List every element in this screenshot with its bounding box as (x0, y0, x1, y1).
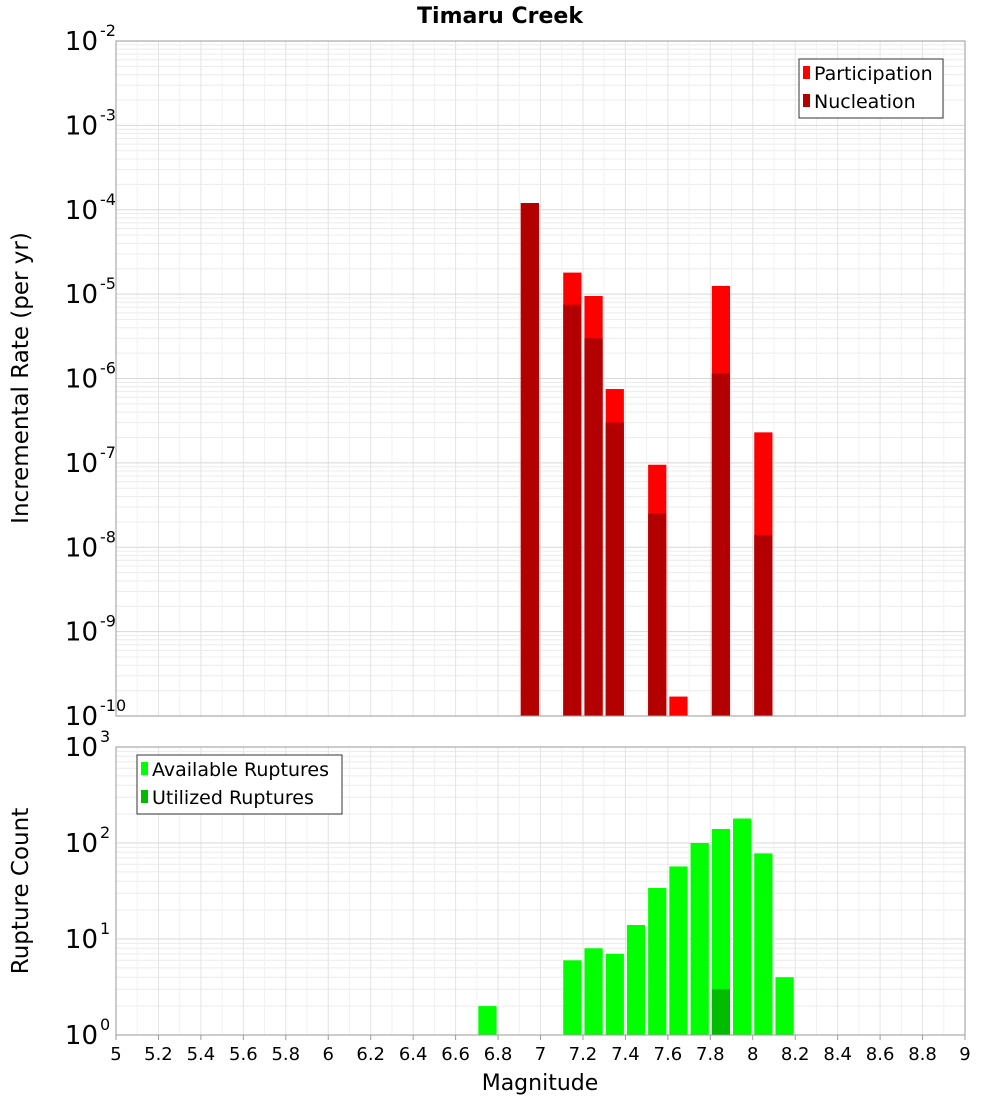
legend-swatch (141, 790, 148, 803)
bar-available-ruptures (775, 977, 794, 1035)
x-tick-label: 8.6 (866, 1044, 895, 1065)
y-tick-label: 10 (65, 280, 98, 310)
x-tick-label: 6.2 (356, 1044, 385, 1065)
bar-available-ruptures (626, 924, 646, 1035)
legend-swatch (803, 66, 810, 79)
x-tick-label: 6.4 (399, 1044, 428, 1065)
bar-available-ruptures (648, 887, 667, 1035)
bar-available-ruptures (669, 866, 688, 1035)
legend-label: Utilized Ruptures (152, 787, 314, 809)
y-tick-label: 10 (65, 533, 98, 563)
bar-available-ruptures (584, 948, 603, 1035)
x-tick-label: 9 (959, 1044, 970, 1065)
bar-nucleation (754, 534, 773, 716)
y-tick-label: 10 (65, 733, 98, 763)
bar-available-ruptures (711, 828, 731, 1035)
plot-frame (115, 40, 966, 717)
x-tick-label: 7.2 (569, 1044, 598, 1065)
bar-nucleation (605, 422, 624, 716)
y-tick-label: 10 (65, 27, 98, 57)
legend-box (136, 754, 343, 815)
x-tick-label: 5.2 (144, 1044, 173, 1065)
legend-label: Participation (814, 63, 933, 85)
bar-participation (669, 696, 688, 716)
y-tick-exponent: -6 (100, 359, 116, 378)
x-tick-label: 5 (110, 1044, 121, 1065)
legend-swatch (141, 762, 148, 775)
x-tick-label: 6 (323, 1044, 334, 1065)
y-tick-label: 10 (65, 449, 98, 479)
y-tick-exponent: 3 (100, 727, 110, 746)
x-tick-label: 7.4 (611, 1044, 640, 1065)
legend: Participation Nucleation (798, 58, 944, 119)
x-tick-label: 6.8 (484, 1044, 513, 1065)
y-tick-exponent: -5 (100, 274, 116, 293)
y-tick-label: 10 (65, 829, 98, 859)
y-tick-label: 10 (65, 618, 98, 648)
y-tick-exponent: 2 (100, 823, 110, 842)
y-axis-label: Rupture Count (8, 808, 34, 974)
bar-available-ruptures (563, 960, 582, 1035)
x-tick-label: 5.8 (271, 1044, 300, 1065)
x-tick-label: 8.8 (908, 1044, 937, 1065)
x-tick-label: 8.4 (823, 1044, 852, 1065)
legend-swatch (803, 94, 810, 107)
bar-nucleation (563, 304, 582, 716)
y-tick-exponent: -7 (100, 443, 116, 462)
x-tick-label: 5.6 (229, 1044, 258, 1065)
legend-label: Available Ruptures (152, 759, 329, 781)
bar-available-ruptures (690, 843, 709, 1035)
x-tick-label: 7.8 (696, 1044, 725, 1065)
x-axis-label: Magnitude (482, 1071, 599, 1096)
legend-label: Nucleation (814, 91, 916, 113)
x-tick-label: 8.2 (781, 1044, 810, 1065)
x-tick-label: 7 (535, 1044, 546, 1065)
y-tick-exponent: -8 (100, 527, 116, 546)
y-tick-exponent: -3 (100, 105, 116, 124)
legend-box (798, 58, 944, 119)
bar-utilized-ruptures (711, 989, 731, 1035)
x-tick-label: 5.4 (187, 1044, 216, 1065)
chart-title: Timaru Creek (417, 4, 584, 29)
y-tick-label: 10 (65, 365, 98, 395)
x-tick-label: 8 (747, 1044, 758, 1065)
y-tick-label: 10 (65, 702, 98, 732)
bar-available-ruptures (754, 853, 773, 1035)
bar-nucleation (711, 373, 731, 716)
y-tick-label: 10 (65, 196, 98, 226)
y-tick-exponent: 0 (100, 1015, 110, 1034)
y-tick-exponent: 1 (100, 919, 110, 938)
y-tick-label: 10 (65, 925, 98, 955)
x-tick-label: 7.6 (654, 1044, 683, 1065)
bar-nucleation (584, 338, 603, 716)
y-tick-exponent: -10 (100, 696, 126, 715)
bar-nucleation (520, 203, 539, 716)
bar-available-ruptures (733, 818, 752, 1035)
y-tick-label: 10 (65, 111, 98, 141)
y-tick-exponent: -4 (100, 190, 116, 209)
bar-available-ruptures (478, 1006, 497, 1035)
y-tick-exponent: -2 (100, 21, 116, 40)
bar-nucleation (648, 513, 667, 716)
bar-available-ruptures (605, 953, 624, 1035)
y-axis-label: Incremental Rate (per yr) (8, 232, 34, 524)
x-tick-label: 6.6 (441, 1044, 470, 1065)
x-axis: 5 5.2 5.4 5.6 5.8 6 6.2 6.4 6.6 6.8 7 7.2 7.4 7.6 7.8 8… (110, 1035, 971, 1065)
y-tick-exponent: -9 (100, 612, 116, 631)
legend: Available Ruptures Utilized Ruptures (136, 754, 343, 815)
y-tick-label: 10 (65, 1021, 98, 1051)
